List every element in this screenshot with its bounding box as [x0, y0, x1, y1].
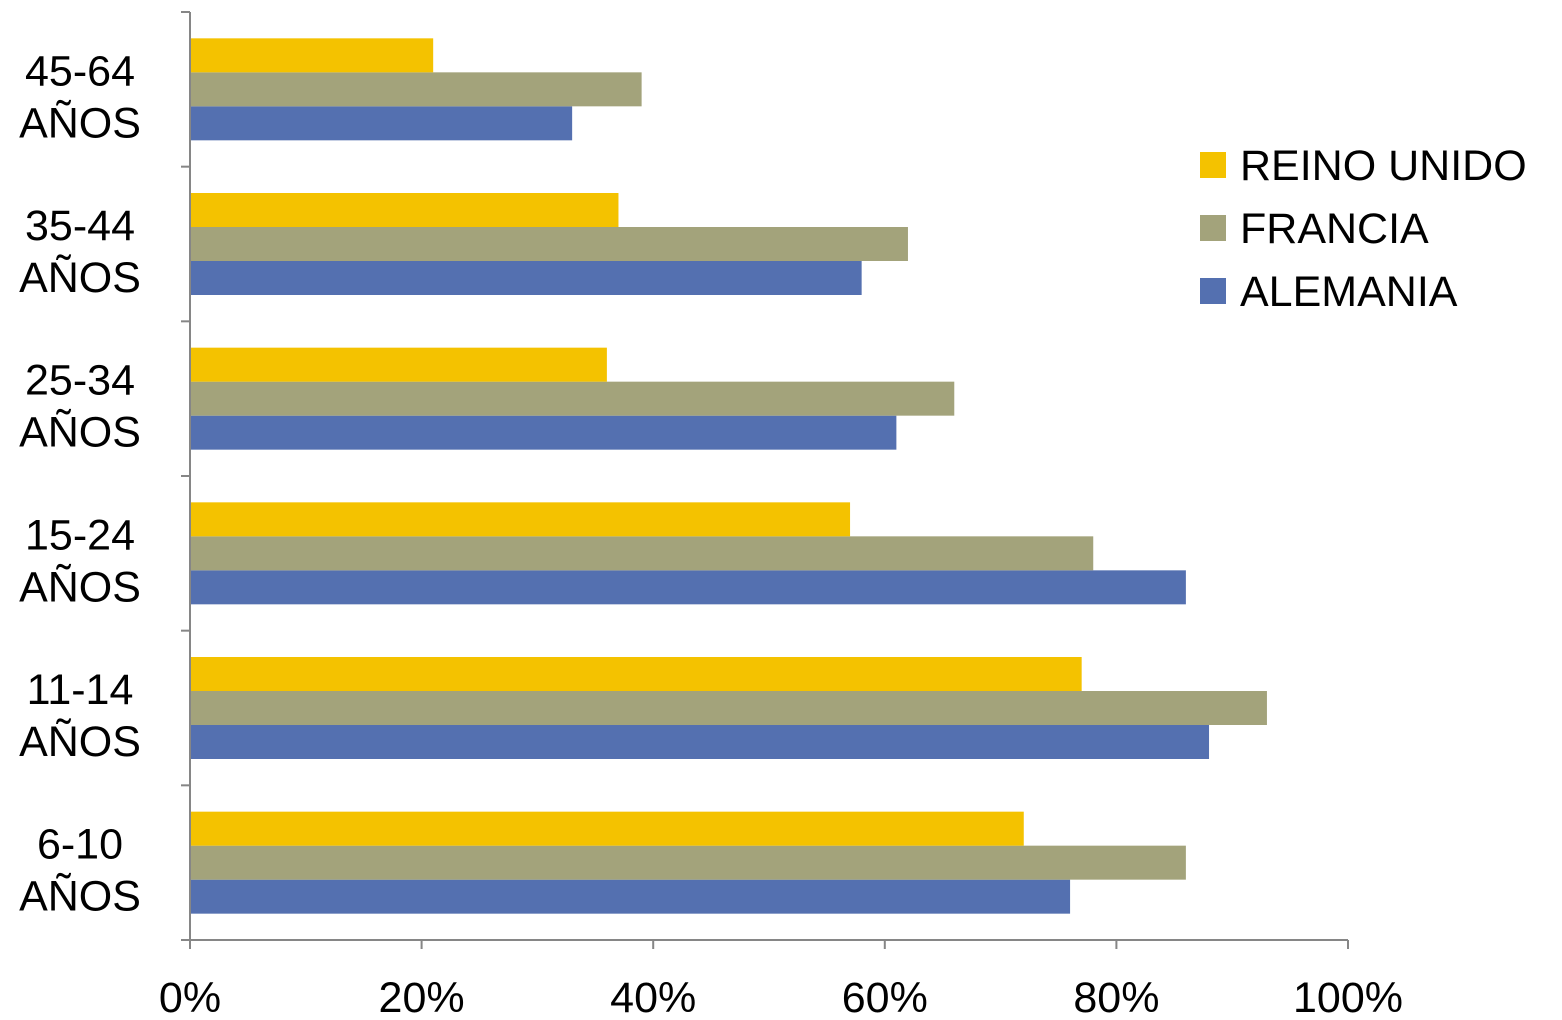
category-label-line: 15-24 [25, 511, 135, 559]
bar-reino-unido-45-64-años [191, 38, 434, 73]
bar-alemania-25-34-años [191, 415, 897, 450]
bars-layer [191, 38, 1267, 914]
legend: REINO UNIDO FRANCIA ALEMANIA [1200, 142, 1527, 316]
category-label-line: 25-34 [25, 357, 135, 405]
bar-reino-unido-11-14-años [191, 657, 1082, 691]
bar-francia-45-64-años [191, 72, 642, 107]
x-tick-label: 20% [379, 974, 465, 1015]
legend-swatch [1200, 152, 1226, 178]
bar-francia-35-44-años [191, 227, 908, 261]
legend-swatch [1200, 278, 1226, 304]
category-label-line: 45-64 [25, 47, 135, 95]
category-label: 25-34 AÑOS [19, 357, 141, 457]
category-label-line: AÑOS [19, 873, 141, 921]
category-label: 35-44 AÑOS [19, 202, 141, 302]
bar-alemania-11-14-años [191, 725, 1210, 759]
category-label-line: AÑOS [19, 409, 141, 457]
x-tick-label: 0% [159, 974, 221, 1015]
x-tick-label: 100% [1293, 974, 1403, 1015]
bar-reino-unido-6-10-años [191, 811, 1024, 846]
bar-francia-11-14-años [191, 691, 1267, 725]
legend-label: ALEMANIA [1240, 268, 1458, 316]
bar-alemania-15-24-años [191, 570, 1186, 605]
category-label-line: 11-14 [27, 666, 134, 714]
category-label: 11-14 AÑOS [19, 666, 141, 766]
x-tick-label: 40% [610, 974, 696, 1015]
bar-alemania-45-64-años [191, 106, 573, 141]
x-tick-label: 80% [1073, 974, 1159, 1015]
bar-reino-unido-25-34-años [191, 347, 607, 382]
category-label: 15-24 AÑOS [19, 511, 141, 611]
x-tick-label: 60% [842, 974, 928, 1015]
legend-item-alemania: ALEMANIA [1200, 268, 1458, 316]
bar-alemania-35-44-años [191, 261, 862, 295]
category-label-line: 6-10 [37, 821, 123, 869]
legend-swatch [1200, 215, 1226, 241]
legend-item-francia: FRANCIA [1200, 205, 1429, 253]
category-label-line: AÑOS [19, 254, 141, 302]
category-label-line: 35-44 [25, 202, 135, 250]
legend-item-reino-unido: REINO UNIDO [1200, 142, 1527, 190]
category-label: 45-64 AÑOS [19, 47, 141, 147]
bar-reino-unido-35-44-años [191, 193, 619, 227]
legend-label: REINO UNIDO [1240, 142, 1527, 190]
bar-francia-15-24-años [191, 536, 1094, 571]
category-label-line: AÑOS [19, 718, 141, 766]
legend-label: FRANCIA [1240, 205, 1429, 253]
bar-reino-unido-15-24-años [191, 502, 851, 537]
bar-alemania-6-10-años [191, 879, 1071, 914]
category-label-line: AÑOS [19, 563, 141, 611]
bar-francia-25-34-años [191, 381, 955, 416]
category-label-line: AÑOS [19, 99, 141, 147]
category-label: 6-10 AÑOS [19, 821, 141, 921]
axes-layer [181, 11, 1349, 949]
bar-francia-6-10-años [191, 845, 1186, 880]
